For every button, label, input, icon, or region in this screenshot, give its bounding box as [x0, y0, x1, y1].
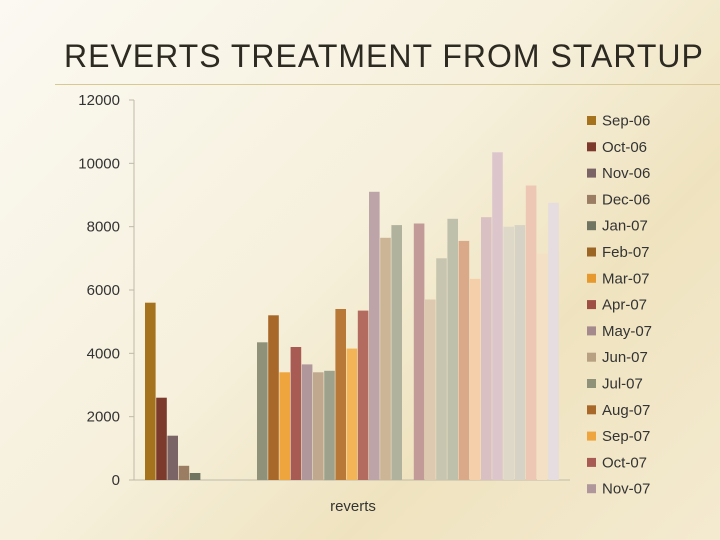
legend-swatch	[587, 379, 596, 388]
legend-label: Sep-07	[602, 428, 650, 445]
bar-series-20	[357, 310, 369, 480]
legend-label: Nov-06	[602, 165, 650, 182]
legend-swatch	[587, 168, 596, 178]
legend-label: Feb-07	[602, 244, 650, 261]
bar-series-21	[369, 191, 380, 481]
legend-label: May-07	[602, 323, 652, 340]
legend-label: Aug-07	[602, 402, 650, 419]
bar-series-22	[380, 237, 391, 480]
legend-swatch	[587, 431, 596, 441]
bar-nov-06	[167, 435, 178, 480]
x-axis-categories: reverts	[330, 498, 376, 515]
legend-label: Jun-07	[602, 349, 648, 366]
legend-swatch	[587, 484, 596, 494]
legend-swatch	[587, 221, 596, 231]
bar-series-35	[525, 185, 537, 480]
legend-swatch	[587, 142, 596, 152]
bar-sep-06	[145, 302, 156, 480]
legend-label: Dec-06	[602, 191, 650, 208]
legend-label: Sep-06	[602, 113, 650, 130]
legend-label: Oct-06	[602, 139, 647, 156]
bar-oct-07	[290, 347, 302, 480]
bar-series-36	[537, 253, 548, 480]
bar-series-37	[548, 202, 559, 480]
legend-swatch	[587, 300, 596, 310]
legend-swatch	[587, 352, 596, 362]
bar-series-18	[335, 309, 346, 480]
y-tick-label: 0	[112, 472, 120, 489]
legend-swatch	[587, 405, 596, 415]
chart-bars	[145, 152, 559, 481]
legend-swatch	[587, 273, 596, 283]
title-divider	[55, 84, 720, 85]
bar-series-17	[324, 370, 335, 481]
bar-series-34	[514, 225, 526, 480]
y-tick-label: 10000	[78, 155, 120, 172]
y-tick-label: 4000	[87, 345, 120, 362]
bar-nov-07	[301, 364, 313, 480]
legend-label: Apr-07	[602, 297, 647, 314]
legend-swatch	[587, 326, 596, 336]
y-axis-ticks: 0 2000 4000 6000 8000 10000 12000	[78, 92, 134, 489]
legend-swatch	[587, 457, 596, 467]
bar-series-28	[447, 218, 458, 481]
legend-swatch	[587, 116, 596, 125]
y-tick-label: 6000	[87, 282, 120, 299]
bar-series-29	[458, 240, 470, 480]
legend-swatch	[587, 194, 596, 204]
legend-label: Oct-07	[602, 454, 647, 471]
bar-jul-07	[257, 342, 268, 481]
bar-jan-07	[189, 473, 201, 480]
x-category-label: reverts	[330, 498, 376, 515]
legend-label: Jul-07	[602, 376, 643, 393]
bar-oct-06	[156, 397, 167, 480]
bar-series-16	[313, 372, 324, 480]
bar-series-23	[391, 225, 402, 480]
bar-series-33	[503, 226, 514, 480]
bar-series-27	[436, 258, 447, 480]
legend-swatch	[587, 247, 596, 257]
bar-series-30	[469, 278, 481, 480]
bar-series-19	[346, 348, 358, 480]
chart-legend: Sep-06 Oct-06 Nov-06 Dec-06 Jan-07 Feb-07 Mar-…	[587, 113, 652, 498]
y-tick-label: 8000	[87, 219, 120, 236]
y-tick-label: 12000	[78, 92, 120, 109]
bar-series-32	[492, 152, 503, 481]
slide-title: REVERTS TREATMENT FROM STARTUP	[64, 38, 704, 74]
bar-series-31	[481, 217, 492, 480]
bar-aug-07	[268, 315, 279, 480]
legend-label: Nov-07	[602, 481, 650, 498]
legend-label: Mar-07	[602, 270, 650, 287]
bar-series-26	[425, 299, 436, 480]
bar-series-25	[413, 223, 425, 480]
y-tick-label: 2000	[87, 409, 120, 426]
legend-label: Jan-07	[602, 218, 648, 235]
bar-sep-07	[279, 372, 290, 480]
bar-dec-06	[178, 465, 190, 481]
